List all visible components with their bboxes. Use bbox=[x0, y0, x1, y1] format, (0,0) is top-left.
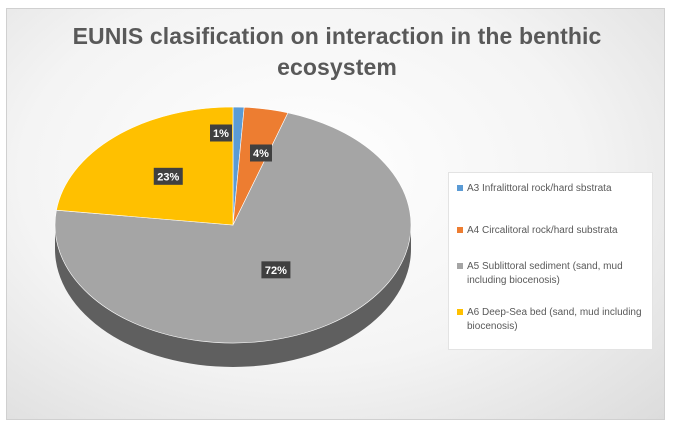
legend-label-a5: A5 Sublittoral sediment (sand, mud inclu… bbox=[467, 261, 623, 286]
data-label-box-a6 bbox=[153, 167, 183, 185]
legend-item-a5: A5 Sublittoral sediment (sand, mud inclu… bbox=[457, 260, 647, 288]
pie-slice-a5 bbox=[54, 112, 412, 344]
legend-swatch-a3 bbox=[457, 185, 463, 191]
legend-item-a6: A6 Deep-Sea bed (sand, mud including bio… bbox=[457, 306, 647, 334]
data-label-a6: 23% bbox=[157, 171, 179, 183]
legend-item-a4: A4 Circalitoral rock/hard substrata bbox=[457, 224, 647, 238]
legend-swatch-a6 bbox=[457, 309, 463, 315]
legend-swatch-a4 bbox=[457, 227, 463, 233]
chart-title: EUNIS clasification on interaction in th… bbox=[72, 23, 602, 80]
data-label-box-a4 bbox=[250, 144, 272, 162]
legend-item-a3: A3 Infralittoral rock/hard sbstrata bbox=[457, 182, 647, 196]
data-label-box-a5 bbox=[261, 261, 291, 279]
legend-swatch-a5 bbox=[457, 263, 463, 269]
chart-legend: A3 Infralittoral rock/hard sbstrata A4 C… bbox=[448, 172, 653, 350]
pie-slice-a6 bbox=[56, 106, 234, 226]
data-label-a5: 72% bbox=[265, 265, 287, 277]
data-label-box-a3 bbox=[210, 124, 232, 142]
data-label-a3: 1% bbox=[213, 128, 229, 140]
legend-label-a4: A4 Circalitoral rock/hard substrata bbox=[467, 225, 618, 236]
data-label-a4: 4% bbox=[253, 148, 269, 160]
legend-label-a6: A6 Deep-Sea bed (sand, mud including bio… bbox=[467, 307, 642, 332]
legend-label-a3: A3 Infralittoral rock/hard sbstrata bbox=[467, 183, 612, 194]
pie-side-a5 bbox=[55, 225, 411, 367]
